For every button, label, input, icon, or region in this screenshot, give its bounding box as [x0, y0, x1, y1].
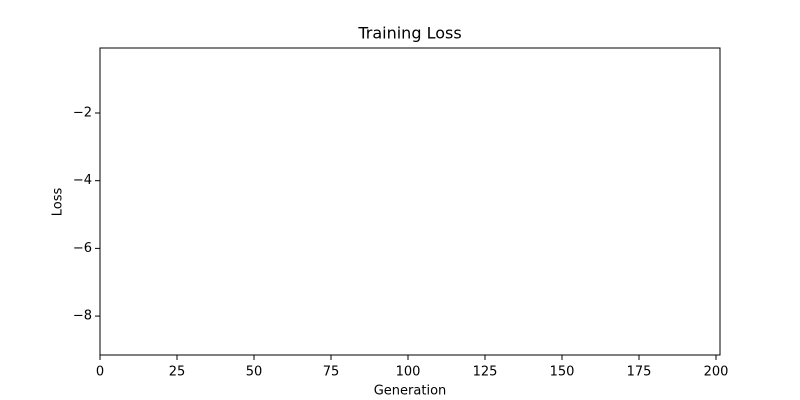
x-tick-label: 200 [704, 365, 729, 380]
y-tick-label: −4 [73, 173, 92, 188]
x-tick-label: 125 [473, 365, 498, 380]
x-tick-label: 0 [96, 365, 104, 380]
y-axis-label: Loss [51, 188, 66, 217]
x-tick-label: 100 [396, 365, 421, 380]
x-tick-label: 175 [627, 365, 652, 380]
x-tick-label: 50 [246, 365, 263, 380]
x-axis-label: Generation [374, 384, 447, 399]
chart-title: Training Loss [357, 24, 461, 43]
y-tick-label: −6 [73, 241, 92, 256]
x-tick-label: 150 [550, 365, 575, 380]
y-tick-label: −8 [73, 309, 92, 324]
x-tick-label: 25 [169, 365, 186, 380]
plot-frame [99, 47, 721, 356]
y-tick-label: −2 [73, 105, 92, 120]
x-tick-label: 75 [323, 365, 340, 380]
